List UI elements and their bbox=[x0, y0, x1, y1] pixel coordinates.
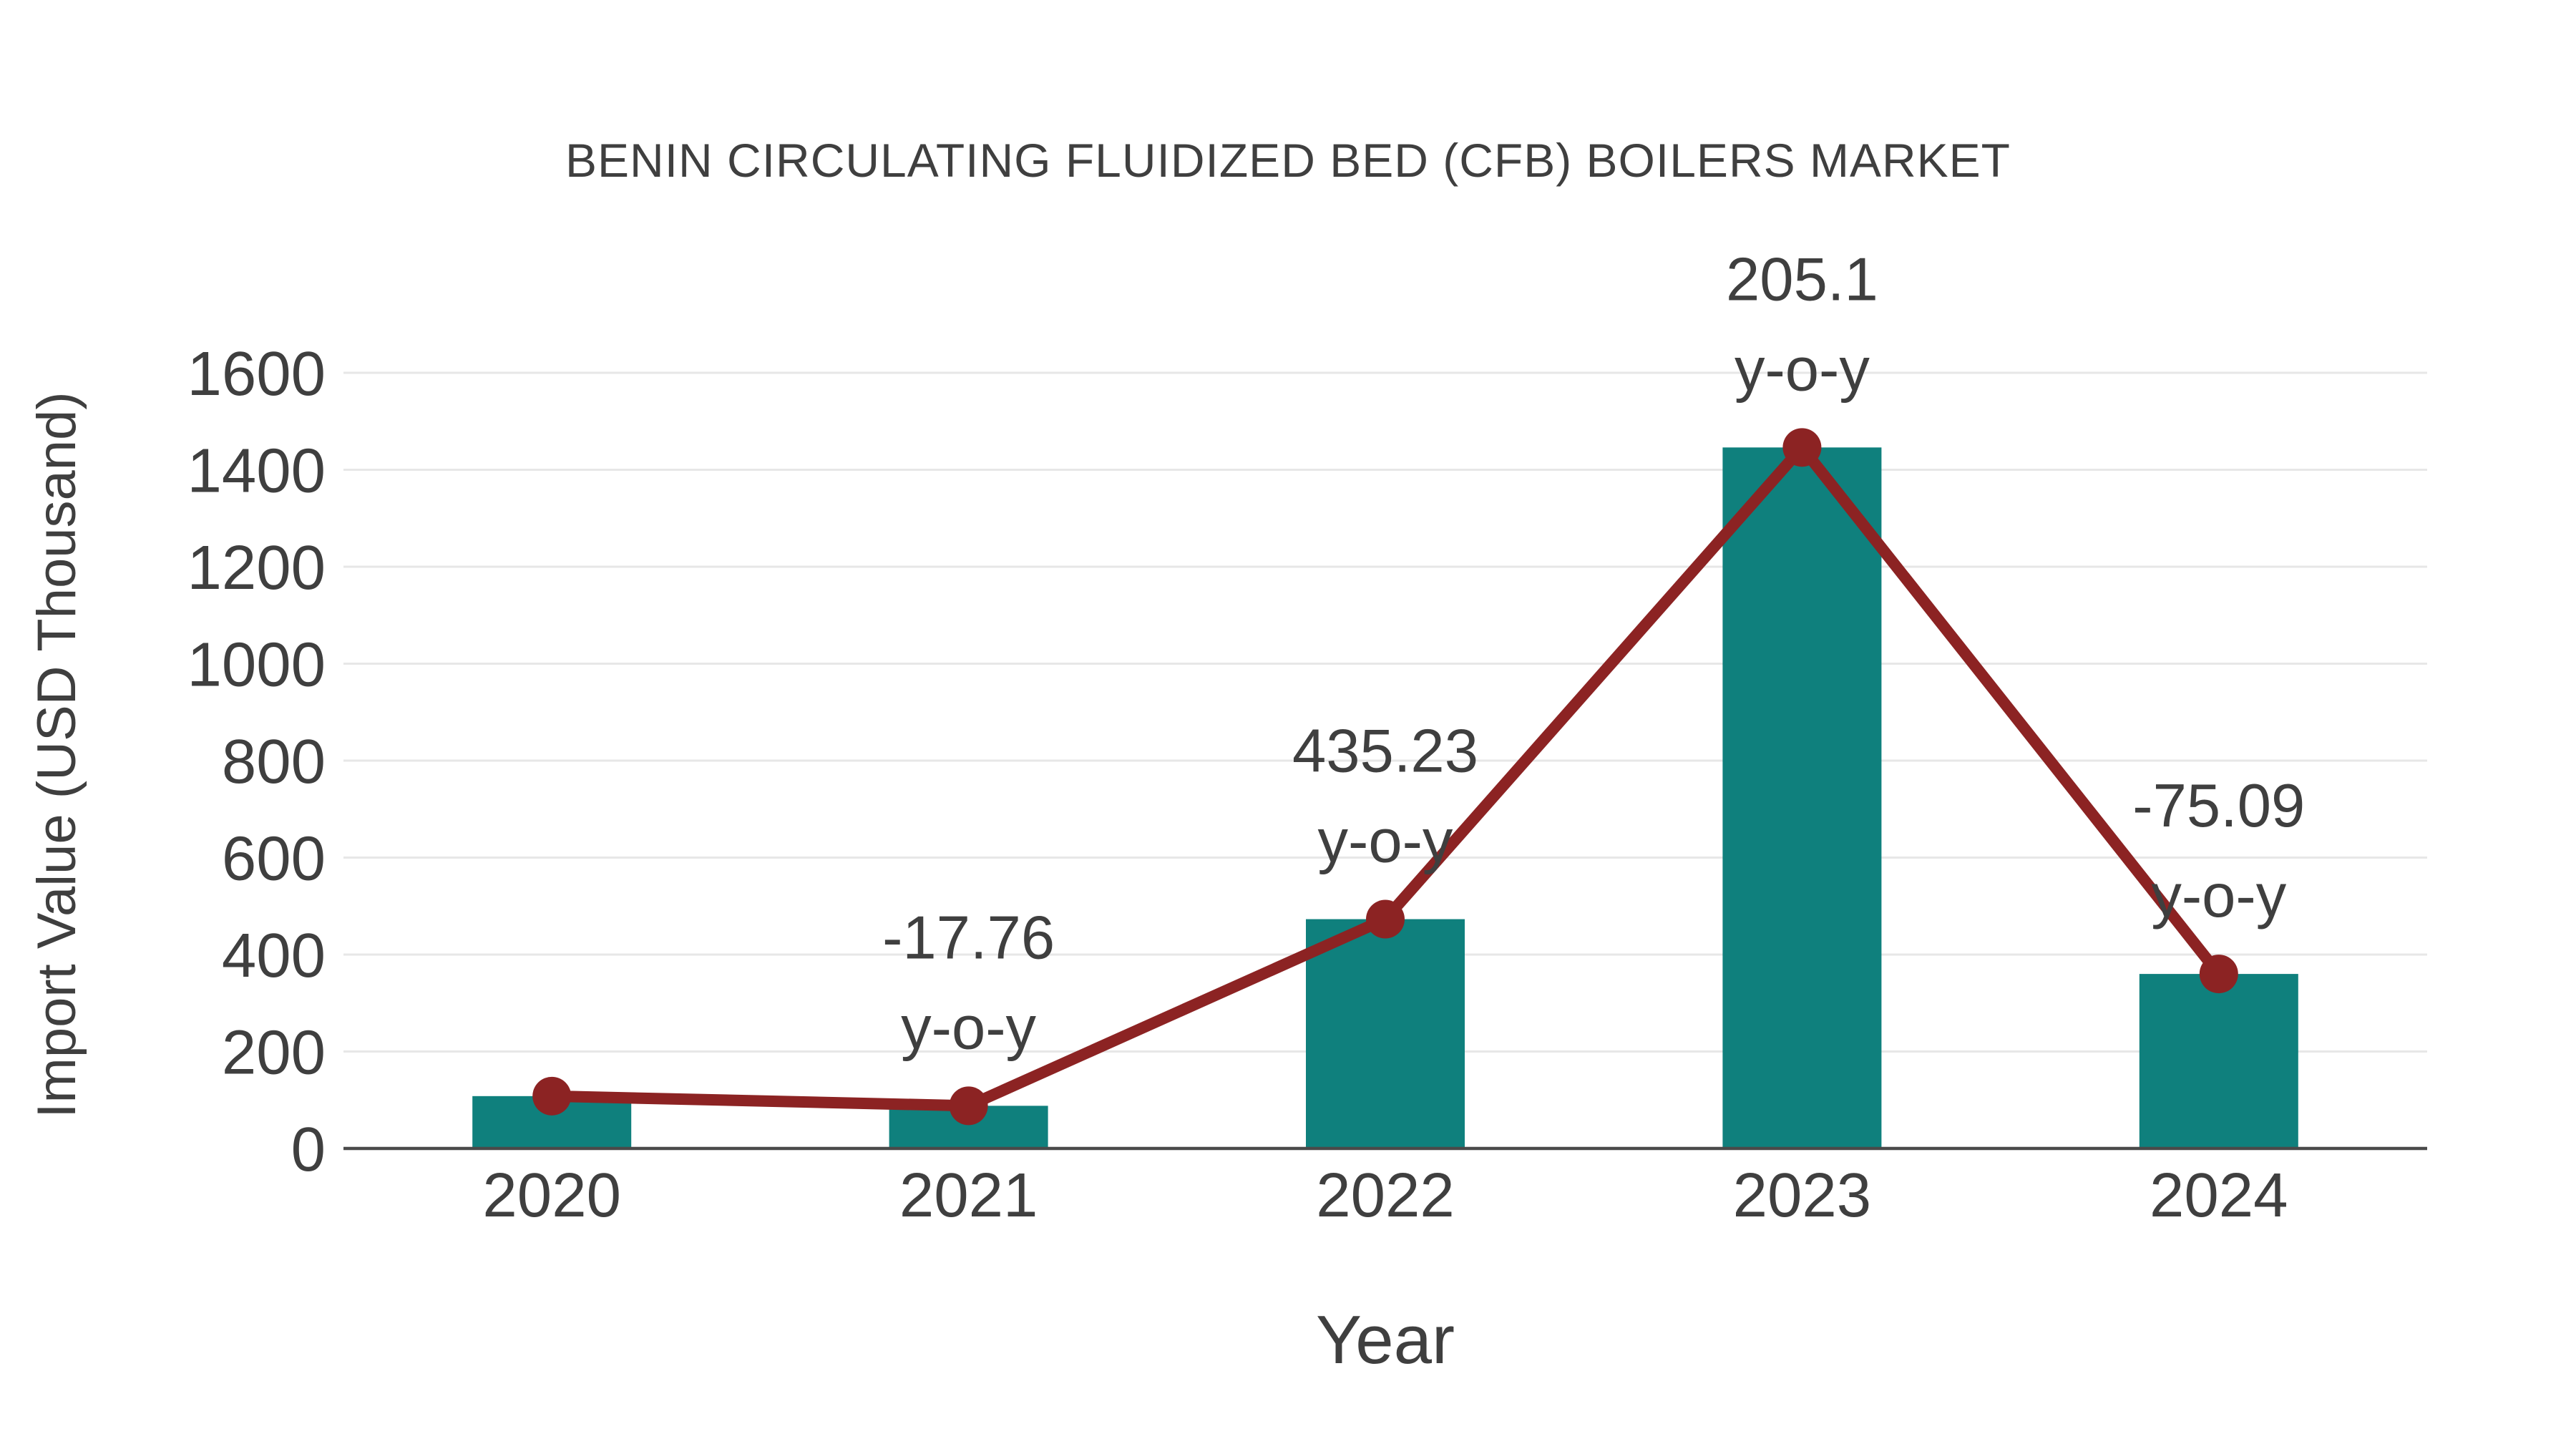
data-point-2022 bbox=[1366, 899, 1405, 939]
data-point-2020 bbox=[532, 1076, 572, 1116]
data-point-markers bbox=[532, 428, 2238, 1126]
y-tick-labels: 0 200 400 600 800 1000 1200 1400 1600 bbox=[187, 339, 326, 1184]
data-point-2024 bbox=[2199, 955, 2238, 994]
annotation-suffix-2021: y-o-y bbox=[901, 994, 1036, 1062]
annotations-layer: -17.76 y-o-y 435.23 y-o-y 205.1 y-o-y -75.09 y-… bbox=[882, 245, 2305, 1062]
chart-title: BENIN CIRCULATING FLUIDIZED BED (CFB) BO… bbox=[565, 134, 2011, 187]
annotation-value-2022: 435.23 bbox=[1292, 718, 1478, 786]
y-tick-label-1400: 1400 bbox=[187, 436, 326, 506]
y-tick-label-1200: 1200 bbox=[187, 533, 326, 602]
data-point-2021 bbox=[949, 1086, 988, 1126]
data-point-2023 bbox=[1782, 428, 1822, 467]
y-tick-label-200: 200 bbox=[222, 1018, 326, 1088]
annotation-value-2021: -17.76 bbox=[882, 904, 1055, 972]
x-tick-labels: 2020 2021 2022 2023 2024 bbox=[482, 1161, 2288, 1230]
bar-2022 bbox=[1306, 919, 1465, 1148]
y-tick-label-0: 0 bbox=[291, 1115, 326, 1184]
annotation-value-2024: -75.09 bbox=[2132, 772, 2305, 840]
x-tick-label-2020: 2020 bbox=[482, 1161, 621, 1230]
y-tick-label-1000: 1000 bbox=[187, 630, 326, 700]
bars-layer bbox=[472, 447, 2298, 1148]
gridlines-layer bbox=[343, 371, 2427, 1053]
annotation-suffix-2023: y-o-y bbox=[1735, 336, 1870, 404]
annotation-suffix-2022: y-o-y bbox=[1318, 808, 1453, 876]
y-tick-label-1600: 1600 bbox=[187, 339, 326, 409]
x-axis-title: Year bbox=[1316, 1302, 1455, 1378]
x-tick-label-2023: 2023 bbox=[1733, 1161, 1872, 1230]
bar-2023 bbox=[1722, 447, 1882, 1148]
annotation-value-2023: 205.1 bbox=[1726, 245, 1878, 313]
bar-2024 bbox=[2139, 974, 2298, 1148]
y-tick-label-400: 400 bbox=[222, 921, 326, 990]
y-tick-label-800: 800 bbox=[222, 727, 326, 796]
y-tick-label-600: 600 bbox=[222, 824, 326, 894]
annotation-suffix-2024: y-o-y bbox=[2151, 862, 2286, 930]
x-tick-label-2021: 2021 bbox=[899, 1161, 1038, 1230]
x-tick-label-2022: 2022 bbox=[1316, 1161, 1455, 1230]
x-tick-label-2024: 2024 bbox=[2150, 1161, 2288, 1230]
y-axis-title: Import Value (USD Thousand) bbox=[26, 391, 87, 1118]
